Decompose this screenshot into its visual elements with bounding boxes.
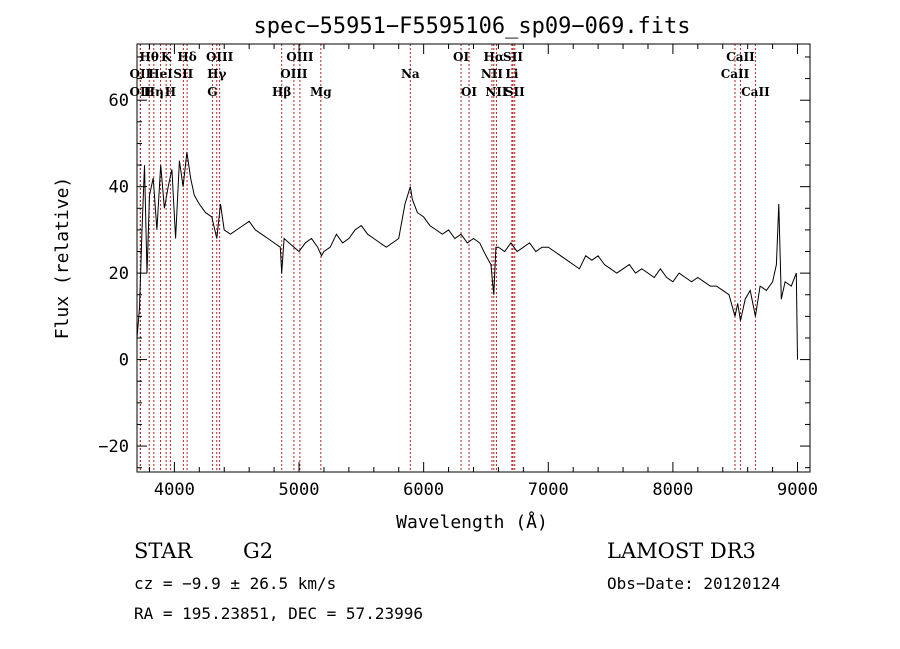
spectral-line-label: HeI (148, 67, 173, 81)
spectral-line-label: Mg (310, 85, 332, 99)
observation-date: Obs−Date: 20120124 (607, 574, 781, 593)
x-tick-label: 7000 (528, 480, 569, 500)
x-tick-label: 4000 (154, 480, 195, 500)
y-tick-label: 0 (119, 351, 129, 371)
chart-title: spec−55951−F5595106_sp09−069.fits (253, 14, 690, 39)
spectral-line-label: CaII (741, 85, 770, 99)
coordinates: RA = 195.23851, DEC = 57.23996 (134, 604, 423, 623)
spectral-line-label: Hβ (272, 85, 291, 99)
spectral-line-label: OI (453, 50, 469, 64)
spectral-line-label: Hη (144, 85, 164, 99)
spectral-line-label: H (165, 85, 176, 99)
spectral-line-label: CaII (721, 67, 750, 81)
object-subclass: G2 (243, 539, 274, 563)
spectral-line-label: OII (130, 85, 152, 99)
x-axis-label: Wavelength (Å) (396, 511, 548, 533)
spectral-lines (139, 44, 756, 472)
spectral-line-label: SII (173, 67, 193, 81)
survey-name: LAMOST DR3 (607, 539, 756, 563)
spectral-line-label: Hθ (140, 50, 159, 64)
spectral-line-label: NII (485, 85, 508, 99)
spectral-line-label: K (161, 50, 172, 64)
x-tick-label: 6000 (403, 480, 444, 500)
spectral-line-label: Hδ (177, 50, 196, 64)
y-axis-label: Flux (relative) (52, 177, 73, 340)
x-tick-label: 8000 (652, 480, 693, 500)
spectral-line-label: Hγ (207, 67, 226, 81)
spectral-line-label: Li (505, 67, 518, 81)
redshift-velocity: cz = −9.9 ± 26.5 km/s (134, 574, 337, 593)
y-tick-label: 40 (109, 178, 129, 198)
y-tick-label: −20 (98, 437, 129, 457)
spectral-line-label: OIII (280, 67, 308, 81)
spectral-line-label: OI (461, 85, 477, 99)
spectral-line-label: OIII (206, 50, 234, 64)
spectral-line-label: OIII (286, 50, 314, 64)
spectral-line-label: SII (503, 50, 523, 64)
spectral-line-label: OII (130, 67, 152, 81)
spectral-line-label: Na (401, 67, 420, 81)
x-tick-label: 5000 (279, 480, 320, 500)
plot-frame (136, 43, 811, 473)
spectral-line-label: CaII (726, 50, 755, 64)
spectral-line-label: SII (505, 85, 525, 99)
y-tick-label: 60 (109, 91, 129, 111)
x-tick-label: 9000 (777, 480, 818, 500)
flux-series-line (136, 152, 798, 360)
y-tick-label: 20 (109, 264, 129, 284)
spectral-line-label: G (207, 85, 217, 99)
spectral-line-label: NII (481, 67, 504, 81)
spectral-line-label: Hα (484, 50, 505, 64)
object-class: STAR (134, 539, 193, 563)
axis-ticks: 4000 5000 6000 7000 8000 9000 −20 0 20 40 60 (98, 44, 818, 500)
